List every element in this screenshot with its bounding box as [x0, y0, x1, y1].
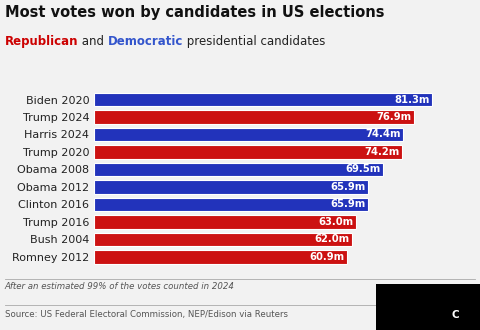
Bar	[94, 163, 383, 176]
Text: presidential candidates: presidential candidates	[183, 35, 326, 48]
Text: 69.5m: 69.5m	[345, 164, 380, 175]
Text: After an estimated 99% of the votes counted in 2024: After an estimated 99% of the votes coun…	[5, 282, 235, 291]
Text: 81.3m: 81.3m	[394, 94, 429, 105]
Bar	[94, 128, 403, 141]
Text: and: and	[78, 35, 108, 48]
Bar	[94, 215, 356, 229]
Text: Democratic: Democratic	[108, 35, 183, 48]
Text: B: B	[427, 310, 434, 320]
Text: 60.9m: 60.9m	[309, 252, 345, 262]
Bar	[94, 93, 432, 106]
Bar	[94, 233, 351, 246]
Bar	[94, 180, 368, 194]
Bar	[94, 110, 413, 124]
Text: Republican: Republican	[5, 35, 78, 48]
Text: 74.4m: 74.4m	[365, 129, 401, 140]
Text: 76.9m: 76.9m	[376, 112, 411, 122]
Text: 63.0m: 63.0m	[318, 217, 353, 227]
Bar	[94, 145, 402, 159]
Bar	[94, 250, 347, 264]
Text: 62.0m: 62.0m	[314, 234, 349, 245]
Text: C: C	[452, 310, 459, 320]
Text: 74.2m: 74.2m	[364, 147, 400, 157]
Bar	[94, 198, 368, 211]
Text: 65.9m: 65.9m	[330, 199, 365, 210]
Text: Most votes won by candidates in US elections: Most votes won by candidates in US elect…	[5, 5, 384, 20]
Text: B: B	[402, 310, 409, 320]
Text: 65.9m: 65.9m	[330, 182, 365, 192]
Text: Source: US Federal Electoral Commission, NEP/Edison via Reuters: Source: US Federal Electoral Commission,…	[5, 310, 288, 318]
